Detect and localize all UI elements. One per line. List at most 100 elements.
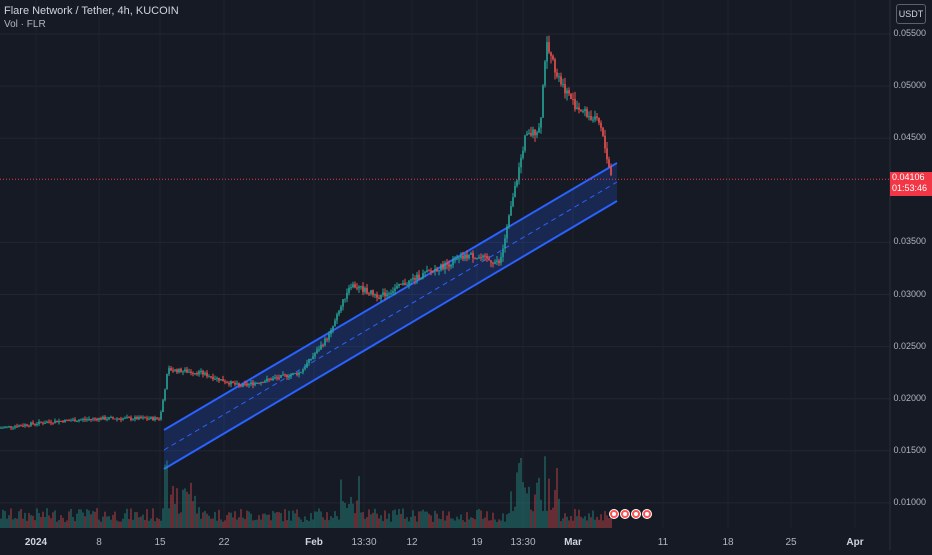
volume-bar xyxy=(212,518,214,528)
candle-body xyxy=(218,377,220,381)
time-tick-label: 13:30 xyxy=(351,537,377,548)
time-tick-label: Feb xyxy=(305,537,323,548)
volume-bar xyxy=(96,508,98,528)
volume-bar xyxy=(196,513,198,528)
candle-body xyxy=(352,284,354,288)
volume-bar xyxy=(316,511,318,528)
candle-body xyxy=(68,420,70,422)
candle-body xyxy=(308,358,310,363)
volume-bar xyxy=(368,509,370,528)
currency-button[interactable]: USDT xyxy=(896,4,926,24)
candle-body xyxy=(334,320,336,327)
volume-bar xyxy=(128,519,130,528)
volume-bar xyxy=(326,512,328,528)
candle-body xyxy=(464,254,466,259)
volume-bar xyxy=(194,495,196,528)
event-icon[interactable] xyxy=(642,509,652,519)
volume-bar xyxy=(90,514,92,528)
candle-body xyxy=(594,116,596,120)
event-markers[interactable] xyxy=(609,509,652,519)
candle-body xyxy=(312,356,314,359)
candle-body xyxy=(280,374,282,378)
volume-bar xyxy=(272,510,274,528)
volume-bar xyxy=(54,510,56,528)
candle-body xyxy=(124,417,126,419)
volume-bar xyxy=(352,503,354,528)
volume-bar xyxy=(472,518,474,528)
candle-body xyxy=(356,287,358,289)
candle-body xyxy=(388,293,390,295)
candle-body xyxy=(26,424,28,426)
candle-body xyxy=(568,90,570,94)
volume-bar xyxy=(108,516,110,528)
candle-body xyxy=(494,261,496,264)
volume-bar xyxy=(118,521,120,528)
candle-body xyxy=(378,297,380,299)
volume-bar xyxy=(570,515,572,528)
candle-body xyxy=(188,371,190,373)
volume-bar xyxy=(542,510,544,528)
candle-body xyxy=(502,248,504,257)
event-icon[interactable] xyxy=(609,509,619,519)
candle-body xyxy=(394,288,396,292)
time-tick-label: 25 xyxy=(785,537,797,548)
volume-bar xyxy=(64,521,66,528)
candle-body xyxy=(54,420,56,424)
last-price-badge: 0.04106 01:53:46 xyxy=(890,172,932,196)
candle-body xyxy=(300,372,302,374)
candle-body xyxy=(510,206,512,216)
candle-body xyxy=(296,373,298,375)
volume-bar xyxy=(2,509,4,528)
event-icon[interactable] xyxy=(631,509,641,519)
volume-bar xyxy=(276,511,278,528)
volume-bar xyxy=(510,491,512,528)
candle-body xyxy=(530,133,532,136)
candle-body xyxy=(160,412,162,420)
symbol-line: Flare Network / Tether, 4h, KUCOIN xyxy=(4,5,179,17)
volume-bar xyxy=(408,521,410,528)
candle-body xyxy=(62,420,64,423)
volume-bar xyxy=(610,516,612,528)
volume-bar xyxy=(104,511,106,528)
volume-bar xyxy=(500,520,502,528)
volume-bar xyxy=(184,488,186,528)
volume-bar xyxy=(78,509,80,528)
candle-body xyxy=(72,419,74,421)
volume-bar xyxy=(132,519,134,528)
candle-body xyxy=(560,76,562,85)
volume-bar xyxy=(494,519,496,528)
candle-body xyxy=(336,314,338,321)
volume-bar xyxy=(270,520,272,528)
volume-bar xyxy=(294,513,296,528)
candle-body xyxy=(158,418,160,420)
volume-bar xyxy=(420,511,422,528)
candle-body xyxy=(474,257,476,259)
candle-body xyxy=(24,424,26,426)
candle-body xyxy=(570,93,572,99)
volume-bar xyxy=(508,513,510,528)
volume-bar xyxy=(120,521,122,528)
candle-body xyxy=(458,257,460,259)
candle-body xyxy=(266,378,268,382)
candle-body xyxy=(432,270,434,272)
candle-body xyxy=(544,61,546,86)
time-tick-label: 18 xyxy=(722,537,734,548)
volume-bar xyxy=(150,518,152,528)
candle-body xyxy=(282,374,284,376)
volume-bar xyxy=(322,517,324,528)
event-icon[interactable] xyxy=(620,509,630,519)
volume-bar xyxy=(488,520,490,528)
volume-bar xyxy=(248,511,250,528)
volume-bar xyxy=(446,515,448,528)
volume-bar xyxy=(550,509,552,528)
candle-body xyxy=(242,383,244,387)
volume-bar xyxy=(400,513,402,528)
volume-bar xyxy=(574,508,576,528)
volume-bar xyxy=(314,511,316,528)
candle-body xyxy=(514,185,516,198)
volume-bar xyxy=(346,507,348,528)
candle-body xyxy=(142,417,144,419)
time-tick-label: 11 xyxy=(657,537,669,548)
